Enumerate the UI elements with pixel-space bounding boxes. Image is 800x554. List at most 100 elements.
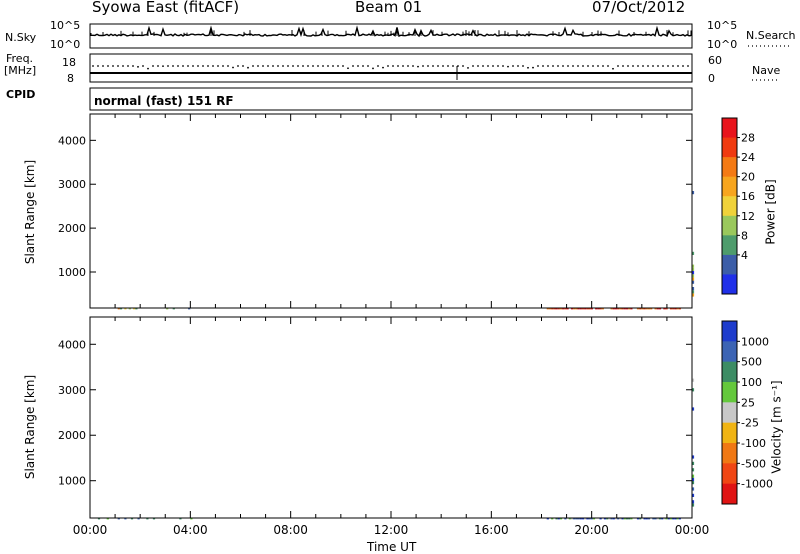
nave-point (232, 66, 234, 69)
nave-point (417, 65, 419, 68)
nave-point (407, 65, 409, 67)
nave-point (642, 65, 644, 67)
nave-point (387, 65, 389, 67)
nave-point (632, 65, 634, 67)
nave-point (462, 65, 464, 67)
nave-point (302, 65, 304, 67)
nave-point (132, 65, 134, 67)
nave-point (432, 65, 434, 67)
nave-point (252, 65, 254, 67)
data-cell (691, 274, 695, 278)
freq-panel-frame (89, 53, 693, 83)
nave-point (597, 65, 599, 67)
nave-point (362, 65, 364, 67)
nave-point (622, 65, 624, 67)
freq-left-tick-bottom: 8 (67, 72, 74, 85)
data-cell (691, 280, 695, 284)
nave-point (617, 65, 619, 67)
nave-point (172, 65, 174, 67)
nsky-label: N.Sky (5, 31, 37, 44)
nave-point (157, 65, 159, 67)
nave-point (377, 65, 379, 67)
nave-point (397, 65, 399, 67)
nave-point (562, 65, 564, 67)
nave-point (647, 65, 649, 67)
nave-point (357, 65, 359, 67)
nave-point (337, 65, 339, 67)
nave-point (567, 65, 569, 67)
freq-left-tick-top: 18 (62, 56, 76, 69)
nave-point (537, 65, 539, 67)
nave-point (182, 65, 184, 67)
nave-point (97, 65, 99, 67)
nave-point (552, 65, 554, 67)
nave-point (427, 65, 429, 67)
nave-point (442, 65, 444, 67)
nave-point (422, 65, 424, 67)
nave-point (547, 65, 549, 67)
freq-right-tick-top: 60 (708, 54, 722, 67)
nave-point (497, 65, 499, 67)
nave-point (627, 65, 629, 67)
nave-point (277, 65, 279, 67)
nave-point (112, 65, 114, 67)
nave-point (162, 65, 164, 68)
nave-point (517, 65, 519, 67)
noise-left-tick-bottom: 10^0 (50, 38, 81, 51)
nave-point (167, 65, 169, 67)
noise-panel-frame (89, 23, 693, 49)
nave-point (317, 65, 319, 67)
nave-point (512, 65, 514, 67)
nave-point (602, 65, 604, 67)
nave-point (402, 65, 404, 67)
nave-label: Nave (752, 64, 781, 77)
nave-point (672, 65, 674, 67)
nave-point (187, 65, 189, 67)
nave-point (262, 65, 264, 67)
nave-point (222, 65, 224, 67)
nave-point (117, 65, 119, 67)
nave-point (122, 65, 124, 67)
nave-point (342, 65, 344, 67)
nave-point (492, 65, 494, 67)
nave-point (297, 65, 299, 67)
nave-point (467, 67, 469, 69)
nave-point (392, 65, 394, 67)
nave-point (272, 65, 274, 67)
nave-point (522, 65, 524, 67)
nave-point (322, 65, 324, 67)
nave-point (352, 65, 354, 67)
nave-point (202, 65, 204, 67)
nave-point (102, 65, 104, 67)
nave-point (482, 65, 484, 67)
data-cell (691, 293, 695, 297)
nsearch-label: N.Search (746, 29, 796, 42)
cpid-label: CPID (6, 88, 36, 101)
nave-point (572, 65, 574, 67)
nave-point (657, 65, 659, 67)
data-cell (691, 267, 695, 271)
nave-point (607, 65, 609, 67)
nave-point (147, 67, 149, 70)
nave-point (237, 65, 239, 67)
station-title: Syowa East (fitACF) (92, 0, 240, 16)
nave-point (677, 65, 679, 67)
noise-right-tick-bottom: 10^0 (707, 38, 738, 51)
nave-point (267, 65, 269, 67)
nave-point (292, 65, 294, 67)
nave-point (282, 65, 284, 67)
nave-point (92, 65, 94, 67)
nave-point (667, 65, 669, 67)
data-cell (691, 271, 695, 275)
data-cell (691, 290, 695, 294)
nave-point (612, 67, 614, 70)
date-label: 07/Oct/2012 (592, 0, 686, 16)
nave-point (152, 65, 154, 67)
nave-point (542, 65, 544, 67)
nave-point (367, 65, 369, 67)
nave-point (242, 65, 244, 67)
nave-point (557, 65, 559, 67)
noise-right-tick-top: 10^5 (707, 19, 738, 32)
nave-point (447, 65, 449, 67)
